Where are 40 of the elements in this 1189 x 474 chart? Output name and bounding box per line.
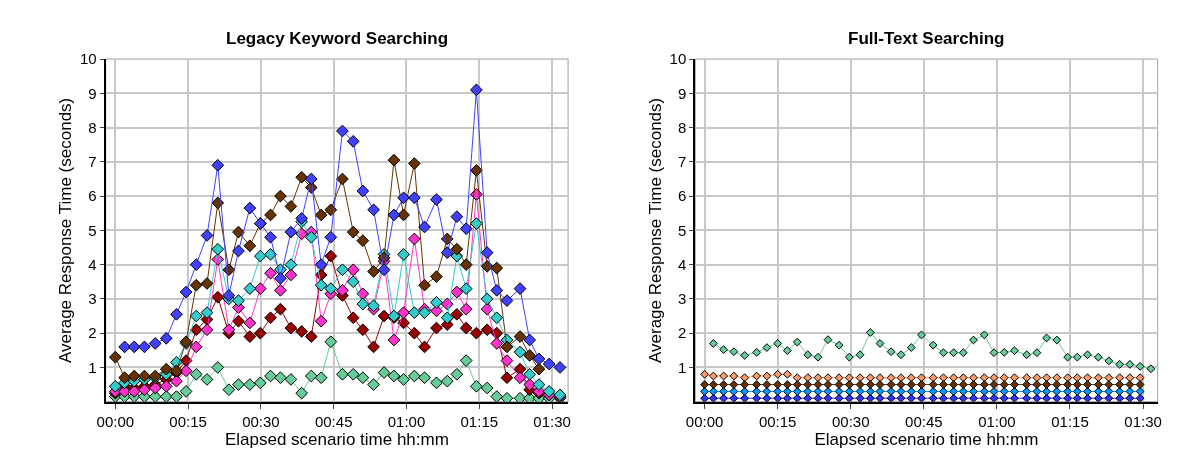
y-tick-label: 8: [88, 118, 97, 136]
y-tick-label: 9: [677, 84, 687, 102]
x-tick-label: 00:45: [905, 412, 943, 430]
y-tick-label: 7: [677, 153, 687, 171]
y-tick-label: 5: [677, 221, 687, 239]
y-tick-label: 10: [80, 50, 97, 68]
y-tick-label: 10: [669, 50, 687, 68]
y-tick-label: 5: [88, 221, 97, 239]
y-tick-label: 2: [88, 324, 97, 342]
x-tick-label: 00:45: [314, 412, 353, 430]
y-axis-title: Average Response Time (seconds): [645, 97, 665, 363]
x-axis-title: Elapsed scenario time hh:mm: [814, 429, 1039, 449]
x-tick-label: 00:00: [685, 412, 724, 430]
x-tick-label: 01:30: [1124, 412, 1162, 430]
x-tick-label: 01:00: [978, 412, 1016, 430]
y-tick-label: 1: [88, 358, 97, 376]
y-tick-label: 9: [88, 84, 97, 102]
x-axis-title: Elapsed scenario time hh:mm: [224, 429, 449, 449]
x-tick-label: 01:00: [387, 412, 426, 430]
y-tick-label: 6: [88, 187, 97, 205]
x-tick-label: 01:15: [1051, 412, 1089, 430]
y-tick-label: 2: [677, 324, 687, 342]
x-tick-label: 00:15: [169, 412, 207, 430]
y-tick-label: 8: [677, 118, 687, 136]
x-tick-label: 00:30: [831, 412, 870, 430]
y-tick-label: 3: [88, 290, 97, 308]
x-tick-label: 01:30: [533, 412, 571, 430]
y-tick-label: 4: [677, 255, 687, 273]
y-tick-label: 4: [88, 255, 97, 273]
y-axis-title: Average Response Time (seconds): [56, 97, 76, 363]
y-tick-label: 7: [88, 153, 97, 171]
x-tick-label: 00:30: [242, 412, 280, 430]
y-tick-label: 6: [677, 187, 687, 205]
y-tick-label: 3: [677, 290, 687, 308]
x-tick-label: 00:15: [758, 412, 797, 430]
x-tick-label: 01:15: [460, 412, 499, 430]
chart-title: Legacy Keyword Searching: [226, 29, 449, 48]
x-tick-label: 00:00: [96, 412, 135, 430]
chart-title: Full-Text Searching: [848, 29, 1005, 48]
y-tick-label: 1: [677, 358, 687, 376]
